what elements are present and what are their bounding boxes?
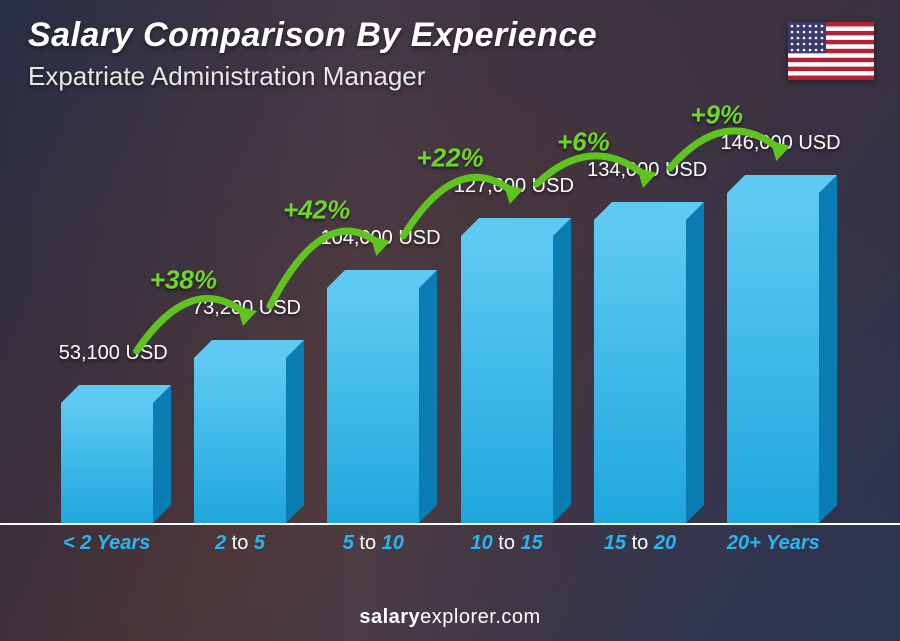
salary-bar-chart: 53,100 USD< 2 Years73,200 USD2 to 5104,0… <box>40 130 840 563</box>
chart-overlay: +38%+42%+22%+6%+9% <box>40 130 840 563</box>
page-subtitle: Expatriate Administration Manager <box>28 61 597 92</box>
infographic-stage: Salary Comparison By Experience Expatria… <box>0 0 900 641</box>
footer-brand-bold: salary <box>359 606 420 628</box>
increase-arrow-icon <box>40 130 840 563</box>
footer-brand: salaryexplorer.com <box>0 606 900 629</box>
footer-brand-rest: explorer.com <box>420 606 541 628</box>
us-flag-icon <box>788 22 874 80</box>
page-title: Salary Comparison By Experience <box>28 16 597 55</box>
title-block: Salary Comparison By Experience Expatria… <box>28 16 597 92</box>
increase-badge: +9% <box>690 100 743 131</box>
